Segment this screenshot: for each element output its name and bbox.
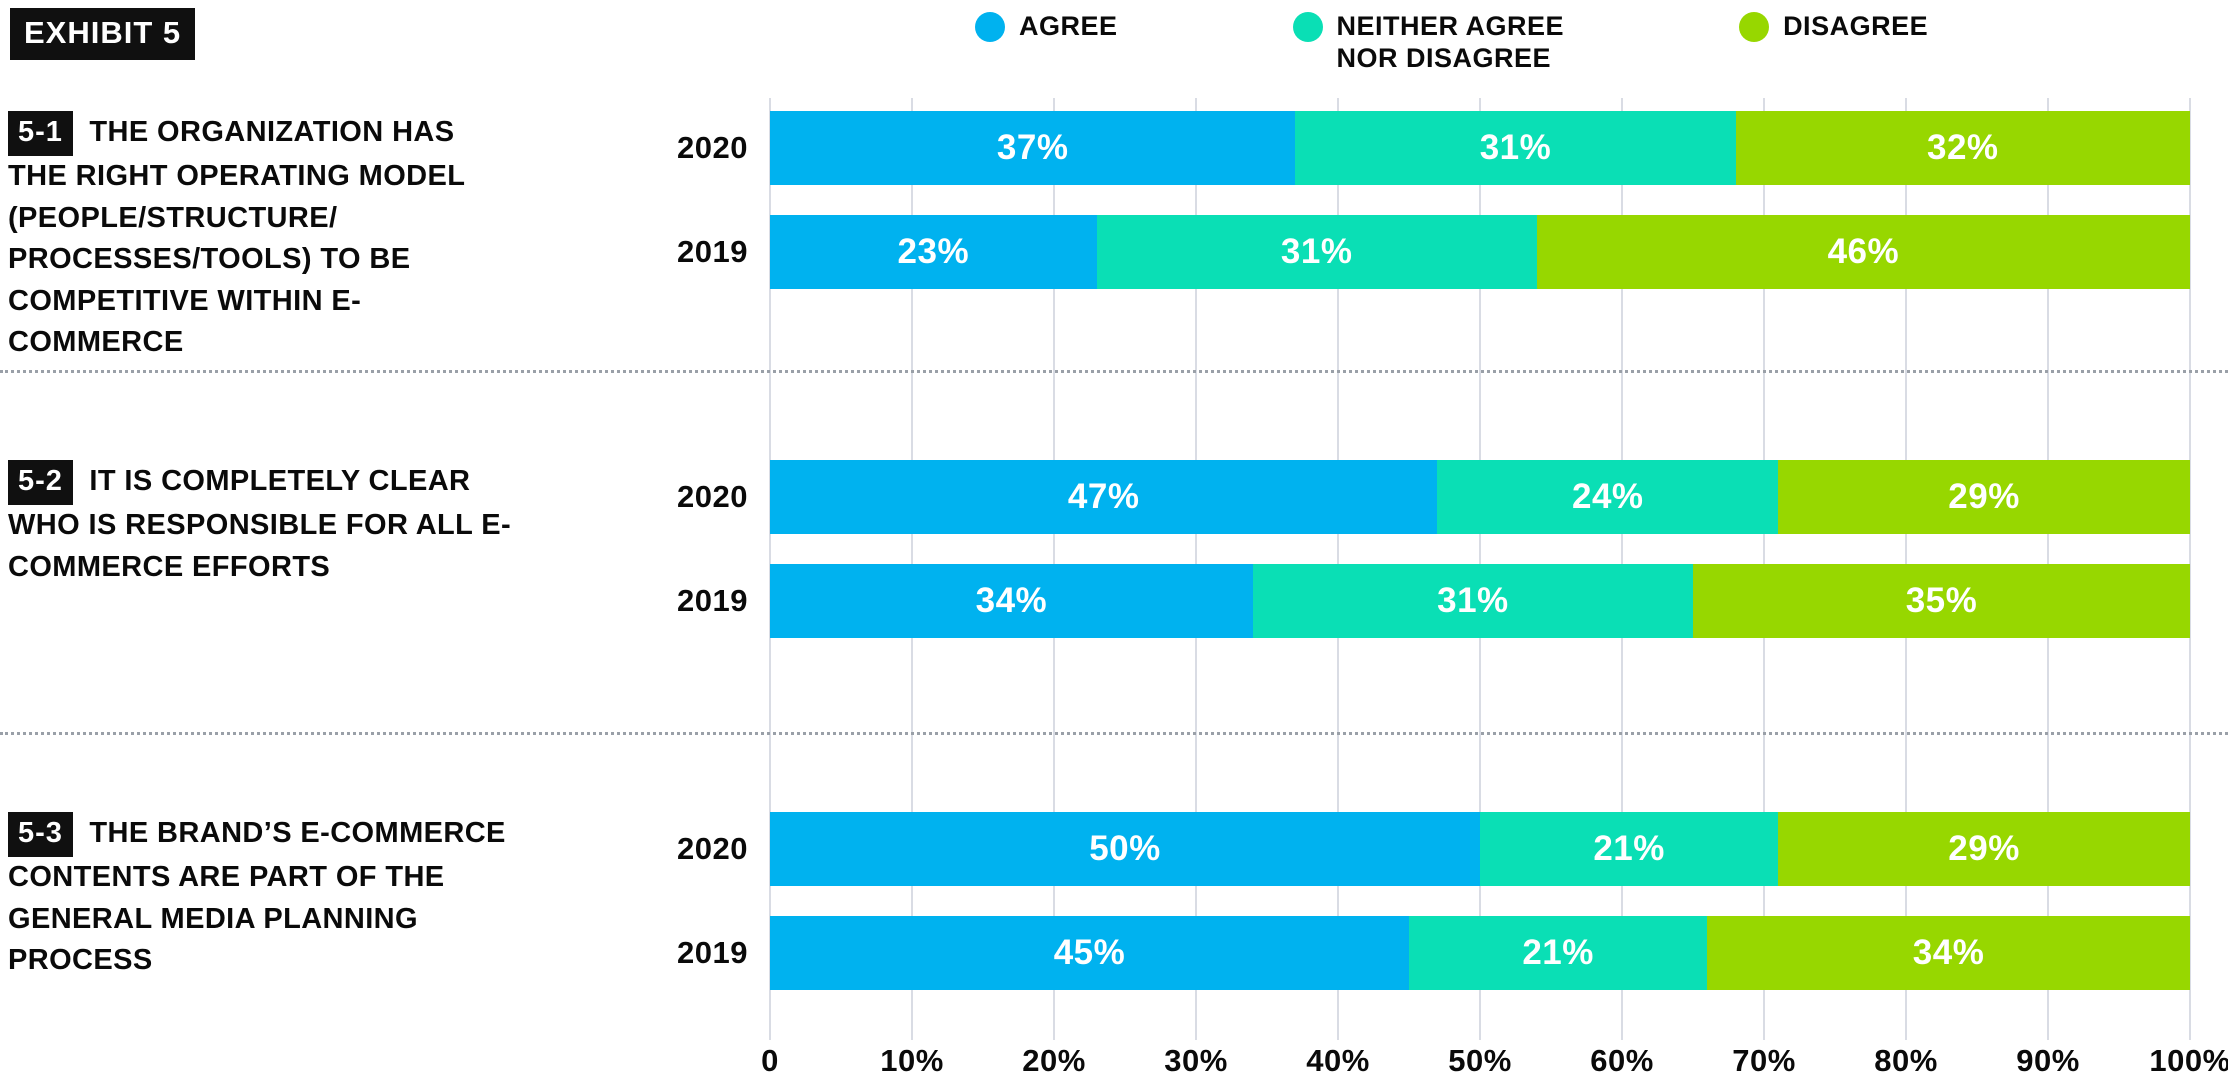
legend-item: AGREE xyxy=(975,10,1118,75)
legend-label: AGREE xyxy=(1019,11,1118,41)
question-group-5-3: 5-3 THE BRAND’S E-COMMERCE CONTENTS ARE … xyxy=(0,812,2228,990)
bar-row-2019: 2019 23% 31% 46% xyxy=(648,215,2190,289)
bar-row-2020: 2020 37% 31% 32% xyxy=(648,111,2190,185)
bar-value: 31% xyxy=(1437,581,1509,620)
bar-segment-neither: 21% xyxy=(1409,916,1708,990)
bar-value: 50% xyxy=(1089,829,1161,868)
x-tick-label: 50% xyxy=(1448,1043,1512,1078)
bar-segment-neither: 31% xyxy=(1252,564,1693,638)
legend-dot-icon xyxy=(1739,12,1770,42)
bar-rows: 2020 47% 24% 29% 2019 34% 31% 35% xyxy=(648,460,2190,638)
bar-value: 32% xyxy=(1926,128,1999,167)
legend-dot-icon xyxy=(975,12,1005,42)
bar-value: 21% xyxy=(1593,829,1665,868)
stacked-bar: 45% 21% 34% xyxy=(770,916,2190,990)
question-text: THE BRAND’S E-COMMERCE CONTENTS ARE PART… xyxy=(8,817,506,977)
stacked-bar: 47% 24% 29% xyxy=(770,460,2190,534)
legend-item: NEITHER AGREE NOR DISAGREE xyxy=(1292,10,1565,75)
question-group-5-1: 5-1 THE ORGANIZATION HAS THE RIGHT OPERA… xyxy=(0,111,2228,358)
stacked-bar: 50% 21% 29% xyxy=(770,812,2190,886)
x-tick-label: 90% xyxy=(2016,1043,2080,1078)
x-tick-label: 60% xyxy=(1590,1043,1654,1078)
bar-rows: 2020 37% 31% 32% 2019 23% 31% 46% xyxy=(648,111,2190,289)
year-label: 2019 xyxy=(677,234,748,269)
legend-label: NEITHER AGREE NOR DISAGREE xyxy=(1336,11,1565,74)
bar-segment-agree: 34% xyxy=(770,564,1253,638)
question-badge: 5-3 xyxy=(8,812,73,858)
bar-value: 34% xyxy=(1912,933,1985,972)
year-label: 2020 xyxy=(677,479,748,514)
bar-segment-disagree: 29% xyxy=(1778,460,2190,534)
bar-segment-agree: 45% xyxy=(770,916,1409,990)
bar-value: 37% xyxy=(996,128,1069,167)
legend: AGREE NEITHER AGREE NOR DISAGREE DISAGREE xyxy=(975,10,1928,75)
question-group-5-2: 5-2 IT IS COMPLETELY CLEAR WHO IS RESPON… xyxy=(0,460,2228,638)
bar-value: 24% xyxy=(1572,477,1644,516)
bar-segment-disagree: 29% xyxy=(1778,812,2190,886)
year-label: 2020 xyxy=(677,130,748,165)
gridline xyxy=(2189,98,2191,1040)
bar-value: 23% xyxy=(897,232,970,271)
bar-segment-agree: 47% xyxy=(770,460,1438,534)
bar-row-2019: 2019 34% 31% 35% xyxy=(648,564,2190,638)
bar-value: 21% xyxy=(1522,933,1594,972)
stacked-bar: 34% 31% 35% xyxy=(770,564,2190,638)
bar-segment-neither: 24% xyxy=(1437,460,1779,534)
question-badge: 5-2 xyxy=(8,460,73,506)
bar-rows: 2020 50% 21% 29% 2019 45% 21% 34% xyxy=(648,812,2190,990)
bar-row-2020: 2020 50% 21% 29% xyxy=(648,812,2190,886)
bar-segment-agree: 37% xyxy=(770,111,1296,185)
year-label: 2020 xyxy=(677,831,748,866)
bar-segment-disagree: 32% xyxy=(1735,111,2190,185)
x-tick-label: 30% xyxy=(1164,1043,1228,1078)
bar-value: 29% xyxy=(1948,829,2020,868)
bar-segment-neither: 31% xyxy=(1295,111,1736,185)
bar-segment-disagree: 35% xyxy=(1692,564,2190,638)
bar-segment-agree: 23% xyxy=(770,215,1097,289)
bar-value: 31% xyxy=(1280,232,1353,271)
question-label: 5-1 THE ORGANIZATION HAS THE RIGHT OPERA… xyxy=(8,111,513,364)
x-tick-label: 100% xyxy=(2149,1043,2228,1078)
question-badge: 5-1 xyxy=(8,111,73,157)
bar-value: 35% xyxy=(1905,581,1978,620)
year-label: 2019 xyxy=(677,583,748,618)
dotted-divider xyxy=(0,370,2228,373)
bar-value: 31% xyxy=(1479,128,1552,167)
bar-value: 29% xyxy=(1948,477,2020,516)
legend-label: DISAGREE xyxy=(1783,11,1929,41)
bar-segment-disagree: 34% xyxy=(1707,916,2190,990)
bar-segment-neither: 31% xyxy=(1096,215,1537,289)
stacked-bar: 37% 31% 32% xyxy=(770,111,2190,185)
legend-item: DISAGREE xyxy=(1739,10,1928,75)
bar-segment-agree: 50% xyxy=(770,812,1480,886)
header: EXHIBIT 5 AGREE NEITHER AGREE NOR DISAGRE… xyxy=(10,6,2198,102)
bar-row-2020: 2020 47% 24% 29% xyxy=(648,460,2190,534)
dotted-divider xyxy=(0,732,2228,735)
bar-segment-disagree: 46% xyxy=(1536,215,2190,289)
question-label: 5-2 IT IS COMPLETELY CLEAR WHO IS RESPON… xyxy=(8,460,513,588)
chart: 5-1 THE ORGANIZATION HAS THE RIGHT OPERA… xyxy=(0,111,2228,990)
x-tick-label: 0 xyxy=(761,1043,779,1078)
year-label: 2019 xyxy=(677,935,748,970)
bar-segment-neither: 21% xyxy=(1480,812,1779,886)
bar-value: 46% xyxy=(1827,232,1900,271)
exhibit-badge: EXHIBIT 5 xyxy=(10,8,196,60)
x-tick-label: 80% xyxy=(1874,1043,1938,1078)
x-tick-label: 10% xyxy=(880,1043,944,1078)
x-axis: 0 10% 20% 30% 40% 50% 60% 70% 80% 90% 100% xyxy=(761,1043,2228,1083)
bar-value: 45% xyxy=(1053,933,1126,972)
x-tick-label: 20% xyxy=(1022,1043,1086,1078)
bar-value: 34% xyxy=(975,581,1048,620)
question-text: THE ORGANIZATION HAS THE RIGHT OPERATING… xyxy=(8,116,465,359)
question-label: 5-3 THE BRAND’S E-COMMERCE CONTENTS ARE … xyxy=(8,812,513,982)
bar-row-2019: 2019 45% 21% 34% xyxy=(648,916,2190,990)
x-tick-label: 70% xyxy=(1732,1043,1796,1078)
stacked-bar: 23% 31% 46% xyxy=(770,215,2190,289)
x-tick-label: 40% xyxy=(1306,1043,1370,1078)
question-text: IT IS COMPLETELY CLEAR WHO IS RESPONSIBL… xyxy=(8,465,512,583)
chart-groups: 5-1 THE ORGANIZATION HAS THE RIGHT OPERA… xyxy=(0,111,2228,990)
bar-value: 47% xyxy=(1067,477,1140,516)
legend-dot-icon xyxy=(1292,12,1323,42)
